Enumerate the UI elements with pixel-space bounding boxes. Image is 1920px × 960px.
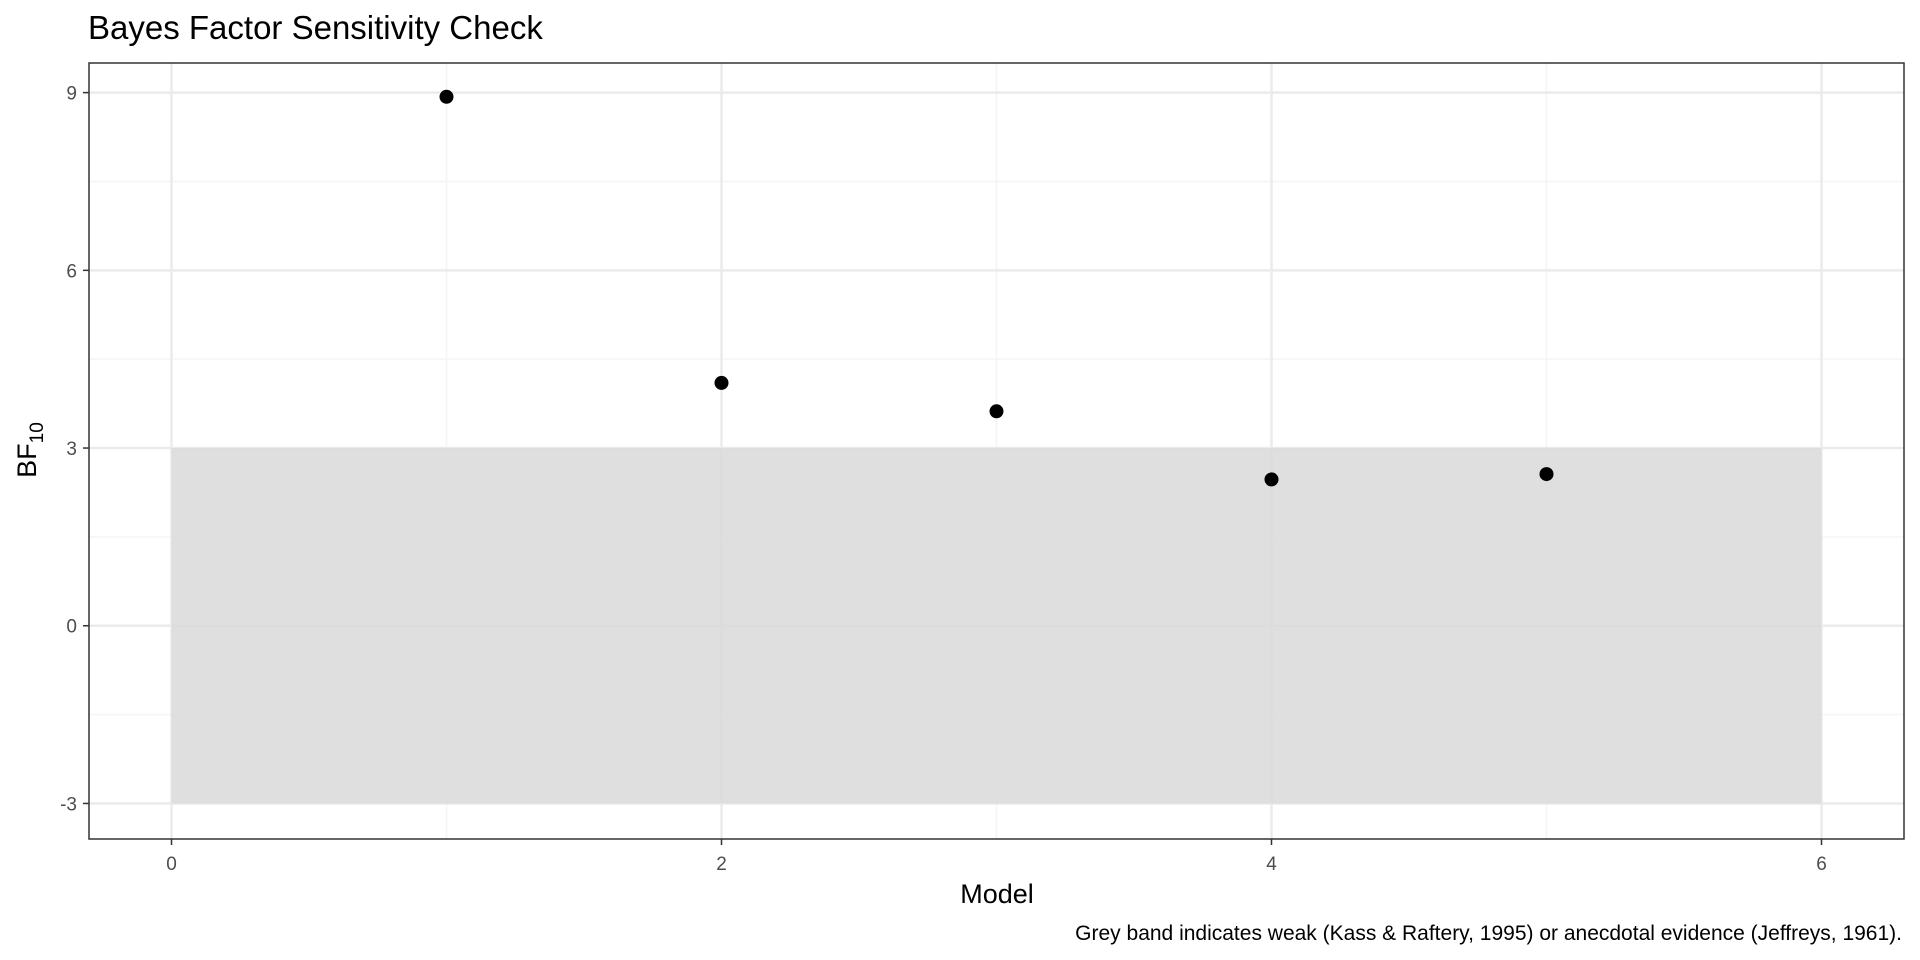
chart-caption: Grey band indicates weak (Kass & Raftery… (1075, 922, 1902, 945)
data-point-model-5 (1539, 467, 1554, 482)
x-tick-label: 6 (1816, 854, 1827, 875)
chart-title: Bayes Factor Sensitivity Check (88, 9, 543, 46)
x-tick-label: 2 (716, 854, 727, 875)
y-tick-label: 6 (66, 261, 77, 282)
data-point-model-4 (1264, 472, 1279, 487)
y-tick-label: 9 (66, 84, 77, 105)
y-tick-label: 0 (66, 617, 77, 638)
axis-ticks: 0 2 4 6 -3 0 3 6 9 (60, 84, 1827, 875)
y-axis-title-main: BF (12, 443, 42, 478)
data-points (439, 89, 1554, 487)
x-axis-title: Model (960, 879, 1034, 909)
y-tick-label: -3 (60, 794, 77, 815)
x-tick-label: 4 (1266, 854, 1277, 875)
data-point-model-3 (989, 404, 1004, 419)
weak-evidence-band (171, 448, 1822, 804)
panel-border (88, 62, 1905, 840)
x-tick-label: 0 (166, 854, 177, 875)
y-axis-title: BF10 (12, 422, 48, 478)
data-point-model-1 (439, 89, 454, 104)
data-point-model-2 (714, 375, 729, 390)
y-axis-title-subscript: 10 (27, 422, 48, 443)
y-tick-label: 3 (66, 439, 77, 460)
